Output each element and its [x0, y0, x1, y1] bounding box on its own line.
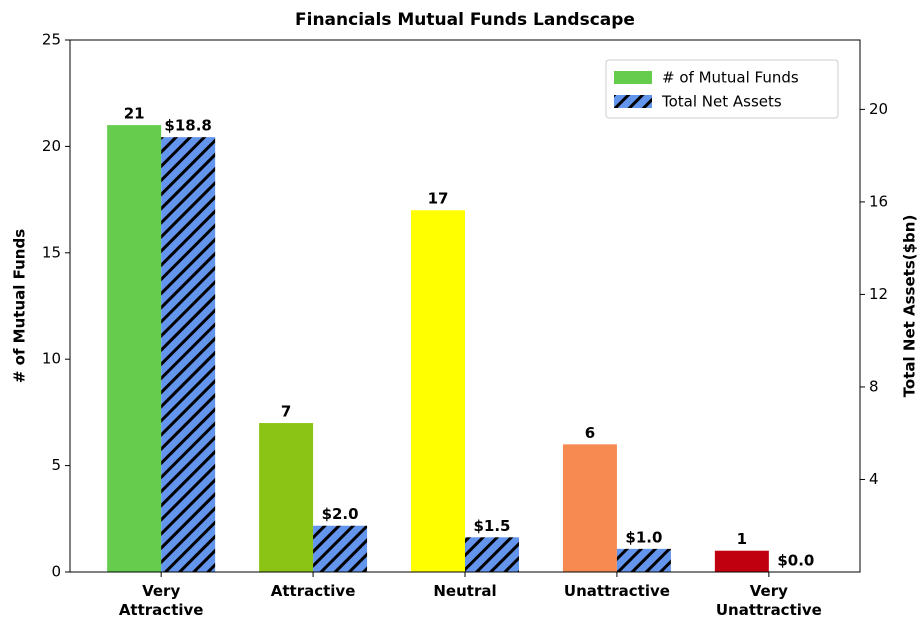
x-tick-line: Unattractive	[716, 601, 822, 619]
y-tick-label: 0	[51, 563, 61, 581]
bar	[562, 444, 617, 572]
bar	[107, 125, 162, 573]
legend-label: Total Net Assets	[661, 93, 782, 111]
x-tick-line: Unattractive	[564, 582, 670, 600]
x-tick-line: Neutral	[433, 582, 496, 600]
x-tick-label: Unattractive	[564, 582, 670, 600]
chart-title: Financials Mutual Funds Landscape	[295, 10, 635, 30]
legend-swatch	[614, 71, 652, 84]
legend-label: # of Mutual Funds	[662, 69, 799, 87]
plot-frame	[69, 39, 861, 573]
bar	[411, 210, 465, 573]
data-label: $2.0	[322, 505, 359, 523]
y-tick-label: 10	[42, 350, 61, 368]
data-label: 1	[737, 530, 747, 548]
y2-tick-label: 4	[869, 470, 879, 488]
data-label: $0.0	[777, 552, 814, 570]
bar	[616, 548, 671, 572]
data-label: 6	[585, 424, 595, 442]
data-label: 21	[124, 105, 145, 123]
x-tick-line: Very	[142, 582, 180, 600]
x-tick-label: Attractive	[271, 582, 356, 600]
data-label: $18.8	[164, 117, 211, 135]
bar	[714, 550, 769, 572]
bar	[259, 423, 314, 572]
x-tick-line: Attractive	[119, 601, 204, 619]
y2-tick-label: 8	[869, 377, 879, 395]
bar	[161, 137, 216, 572]
y-axis-label: # of Mutual Funds	[11, 229, 29, 383]
x-tick-label: Neutral	[433, 582, 496, 600]
y-tick-label: 5	[51, 456, 61, 474]
data-label: $1.5	[473, 517, 510, 535]
y2-axis-label: Total Net Assets($bn)	[901, 215, 919, 398]
bar	[313, 525, 368, 572]
data-label: $1.0	[625, 528, 662, 546]
legend-box	[605, 59, 839, 119]
data-label: 17	[428, 190, 449, 208]
x-tick-label: Very Unattractive	[716, 582, 822, 619]
x-tick-line: Very	[750, 582, 788, 600]
y-tick-label: 15	[42, 243, 61, 261]
y2-tick-label: 20	[869, 100, 888, 118]
y-tick-label: 25	[42, 31, 61, 49]
bar	[465, 537, 519, 572]
x-tick-label: Very Attractive	[119, 582, 204, 619]
x-tick-line: Attractive	[271, 582, 356, 600]
y-tick-label: 20	[42, 137, 61, 155]
data-label: 7	[281, 403, 291, 421]
y2-tick-label: 16	[869, 192, 888, 210]
legend-swatch	[614, 95, 652, 108]
y2-tick-label: 12	[869, 285, 888, 303]
